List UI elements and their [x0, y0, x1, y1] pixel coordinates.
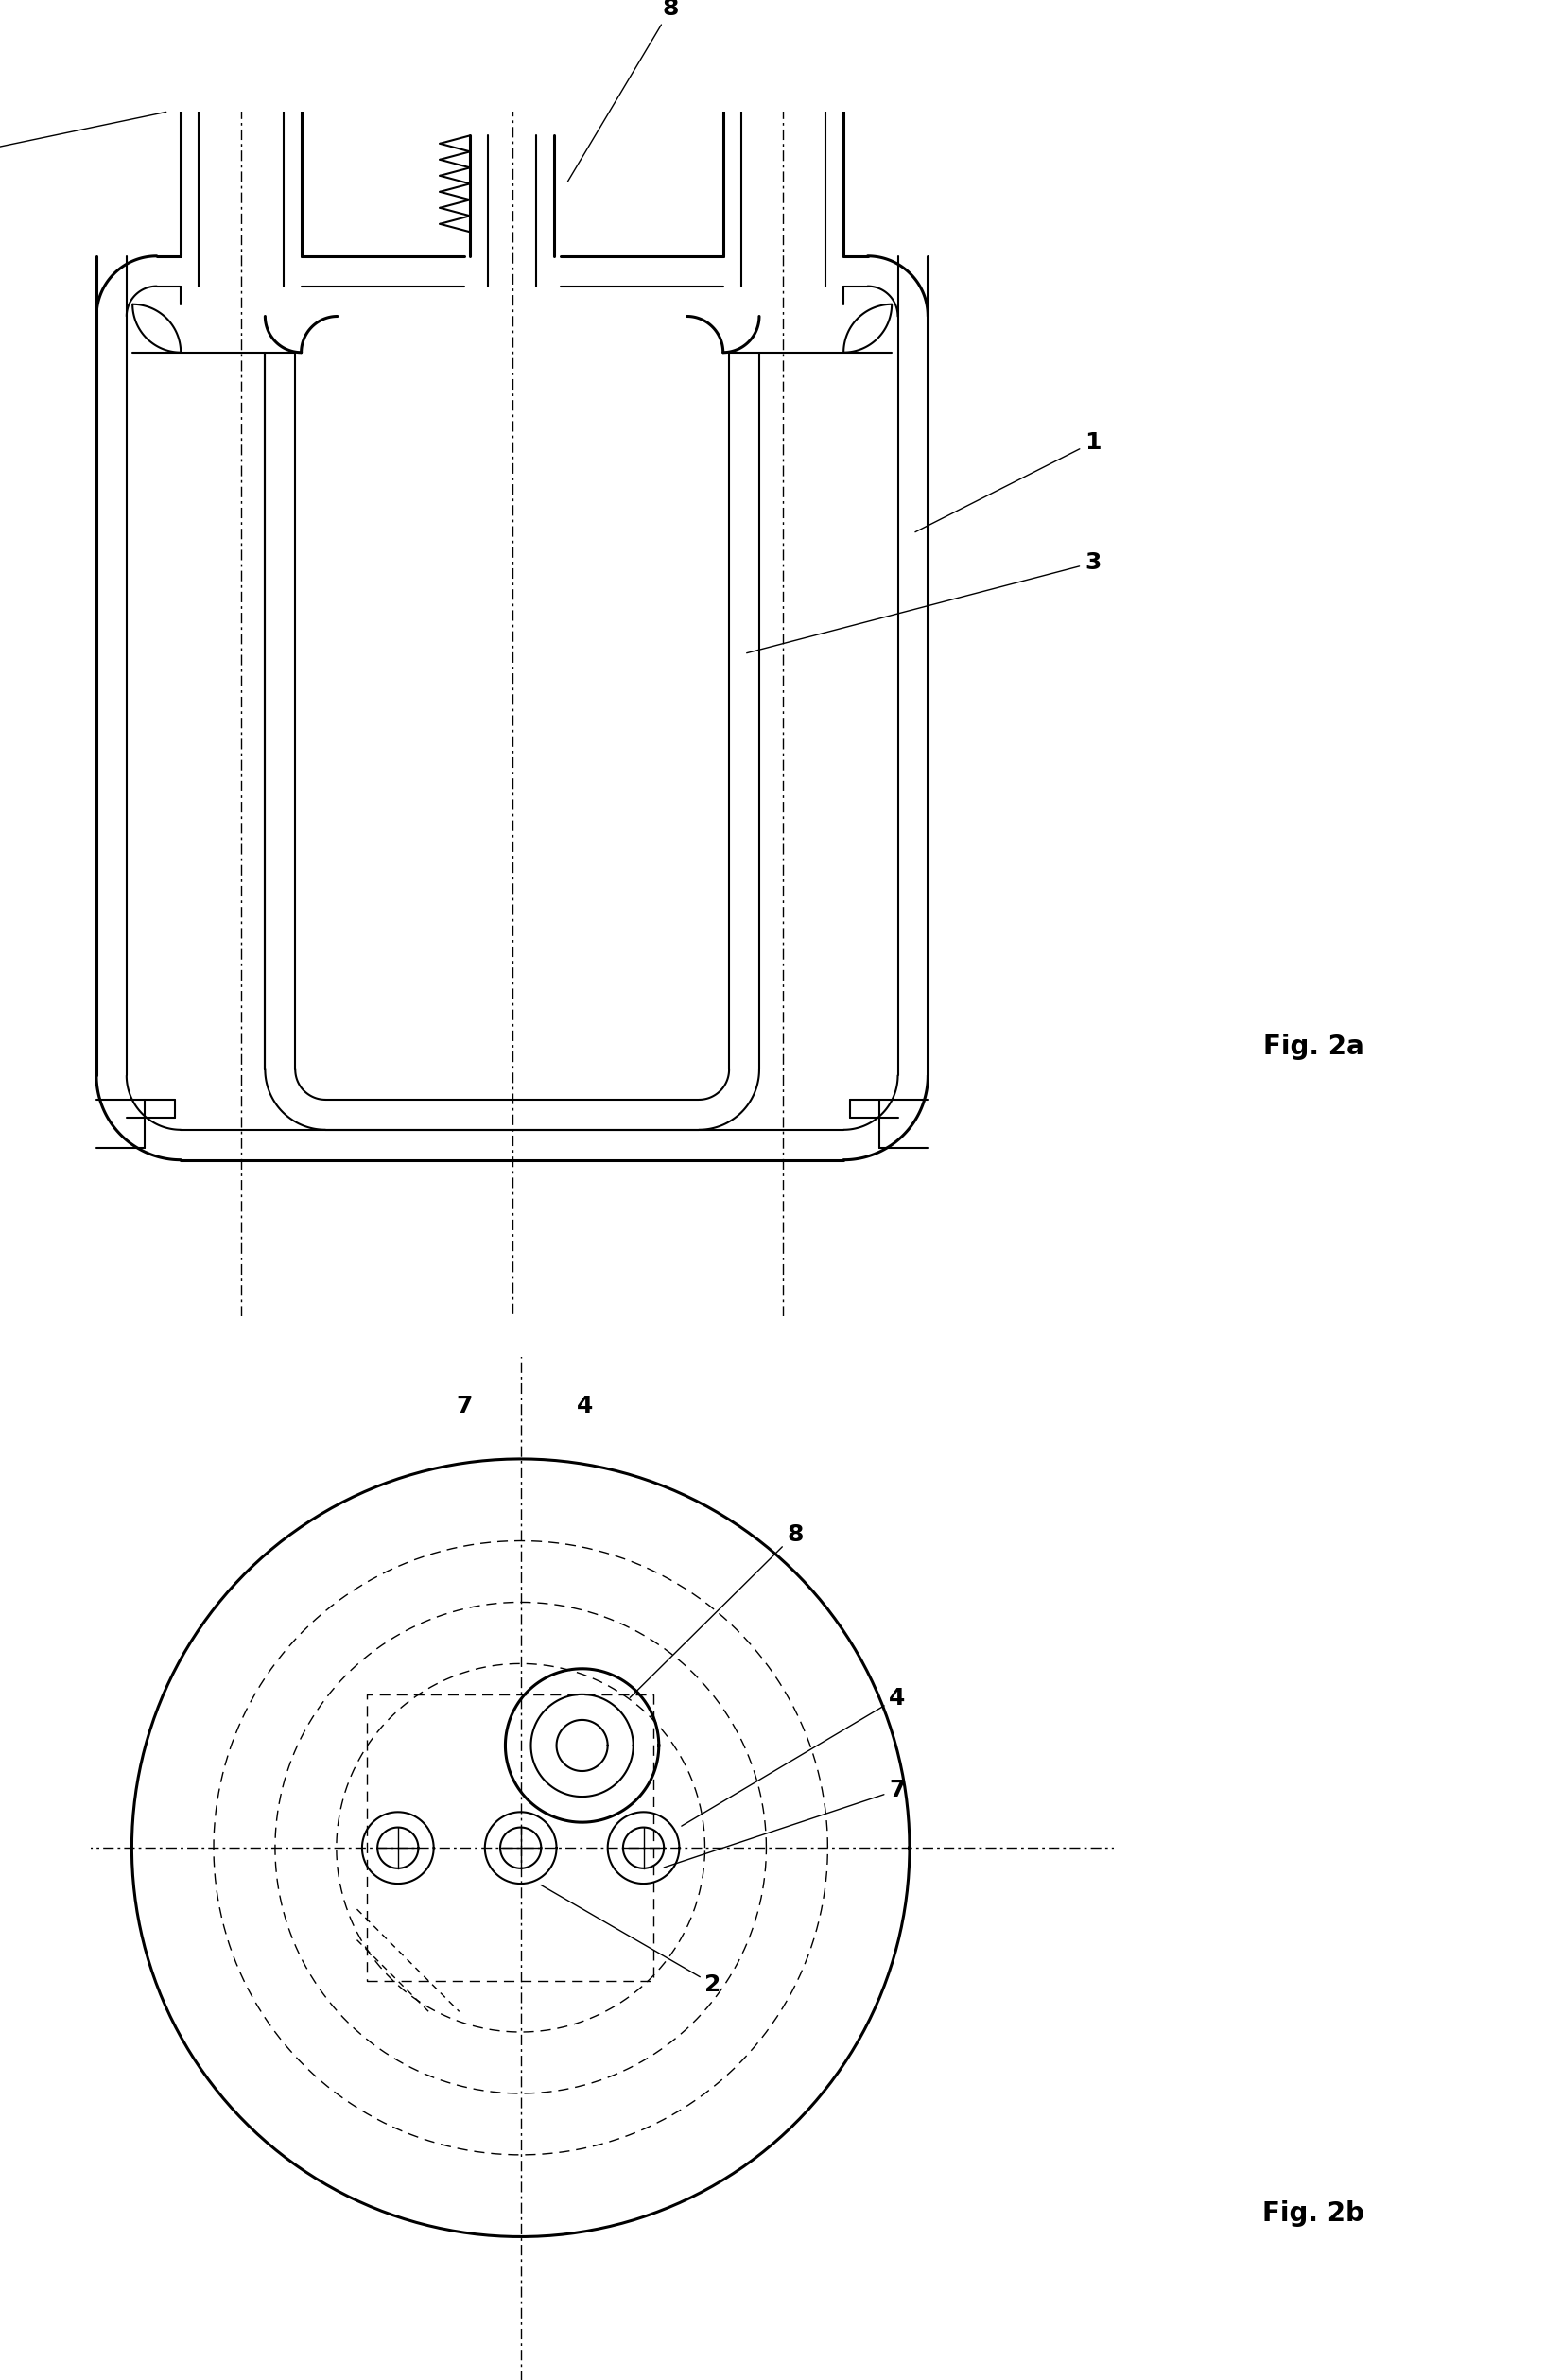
- Text: 7: 7: [664, 1778, 905, 1868]
- Text: 4: 4: [681, 1687, 905, 1825]
- Text: 7: 7: [456, 1395, 473, 1418]
- Text: 2: 2: [541, 1885, 722, 1997]
- Text: 8: 8: [630, 1523, 803, 1697]
- Text: 4: 4: [576, 1395, 593, 1418]
- Text: 1: 1: [915, 431, 1102, 533]
- Text: Fig. 2a: Fig. 2a: [1262, 1033, 1364, 1061]
- Text: 3: 3: [746, 552, 1102, 652]
- Text: Fig. 2b: Fig. 2b: [1262, 2199, 1364, 2228]
- Text: 2: 2: [0, 112, 167, 176]
- Text: 8: 8: [567, 0, 680, 181]
